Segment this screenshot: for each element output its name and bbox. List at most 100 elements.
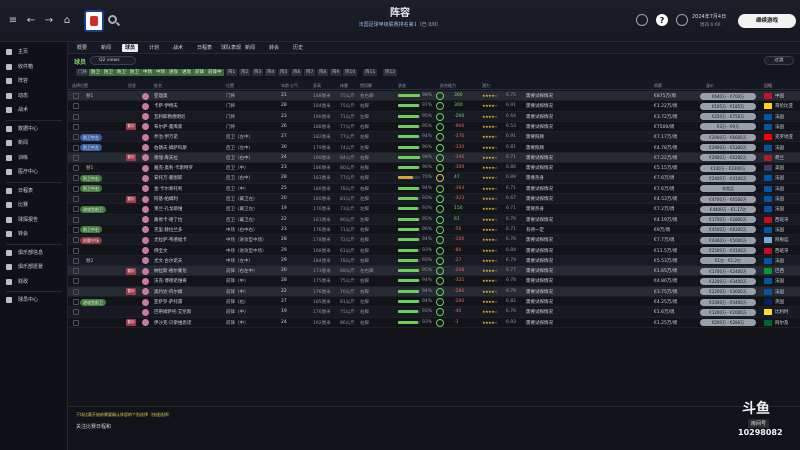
player-name[interactable]: 卡萨·伊特夫 — [154, 104, 178, 110]
club-icon[interactable] — [636, 14, 648, 26]
player-name[interactable]: 安托万·曼图耶 — [154, 176, 183, 182]
column-header[interactable]: 潜力 — [482, 83, 490, 88]
column-header[interactable]: 惯用脚 — [360, 83, 372, 88]
position-chip[interactable]: 防卫 — [102, 69, 115, 76]
row-checkbox[interactable] — [73, 278, 79, 285]
column-header[interactable]: 身高 — [313, 83, 321, 88]
table-row[interactable]: 替补 阿基·帕姆利 后卫（翼卫左） 20 180厘米 81公斤 左脚 93% -323 ★★★★☆… — [68, 194, 800, 205]
club-badge-icon[interactable] — [84, 10, 104, 32]
continue-button[interactable]: 继续游戏 — [738, 14, 796, 28]
position-pill[interactable]: 进攻型前卫 — [80, 298, 106, 306]
forward-icon[interactable]: → — [44, 15, 54, 26]
player-name[interactable]: 乔治·伊万诺 — [154, 135, 178, 141]
sidebar-item[interactable]: 数据中心 — [4, 123, 66, 135]
menu-item[interactable]: 球队表现 — [221, 45, 242, 51]
player-name[interactable]: 伊沙克·贝斯维思诺 — [154, 320, 192, 326]
home-nav-icon[interactable]: ⌂ — [63, 15, 71, 26]
transfer-value[interactable]: €200万 - €280万 — [700, 319, 756, 327]
sidebar-item[interactable]: 球员中心 — [4, 294, 66, 306]
sidebar-item[interactable]: 俱乐部愿景 — [4, 261, 66, 273]
row-checkbox[interactable] — [73, 196, 79, 202]
position-pill[interactable]: 前腰中场 — [80, 236, 102, 244]
row-checkbox[interactable] — [73, 268, 79, 275]
position-chip[interactable]: 中场 — [141, 69, 154, 76]
help-icon[interactable]: ? — [656, 14, 668, 26]
search-icon[interactable] — [108, 15, 117, 24]
player-name[interactable]: 奥约达·内尔姆 — [154, 289, 183, 295]
transfer-value[interactable]: €2200万 - €3600万 — [700, 288, 756, 296]
sidebar-item[interactable]: 阵容 — [4, 75, 66, 87]
column-header[interactable]: 国籍 — [764, 83, 772, 88]
menu-item[interactable]: 战术 — [173, 45, 184, 51]
transfer-value[interactable]: €2900万 - €6600万 — [700, 133, 756, 141]
transfer-value[interactable]: €2400万 - €4100万 — [700, 174, 756, 182]
settings-icon[interactable] — [676, 14, 688, 26]
sidebar-item[interactable]: 日程表 — [4, 185, 66, 197]
menu-item[interactable]: 日程表 — [197, 45, 213, 51]
selection-position[interactable]: 替1 — [86, 94, 94, 99]
position-pill[interactable]: 防卫中左 — [80, 133, 102, 141]
table-row[interactable]: 防卫中右 金·卡尔郑托利 后卫（中） 25 180厘米 78公斤 右脚 94% -364 ★★★★… — [68, 184, 800, 194]
table-row[interactable]: 进攻型前卫 莱兰·孔戈耶维 后卫（翼卫左） 19 176厘米 73公斤 左脚 93% 150 ★★… — [68, 204, 800, 215]
position-chip[interactable]: 阵3 — [252, 69, 264, 76]
transfer-value[interactable]: €140万 - €2300万 — [700, 164, 756, 172]
table-row[interactable]: 路易卡·德了拉 后卫（翼卫左） 22 181厘米 80公斤 左脚 95% 61 ★★★★☆ 6.7… — [68, 214, 800, 225]
transfer-value[interactable]: €3300万 - €4400万 — [700, 298, 756, 306]
table-row[interactable]: 替1 雅克·奥利·卡斯特罗 后卫（中） 23 186厘米 80公斤 右脚 96% -300 ★★★… — [68, 163, 800, 174]
row-checkbox[interactable] — [73, 247, 79, 254]
row-checkbox[interactable] — [73, 134, 79, 141]
player-name[interactable]: 沃克·博德诺维奇 — [154, 279, 187, 285]
player-name[interactable]: 尤文·古尔诺夫 — [154, 258, 183, 264]
row-checkbox[interactable] — [73, 309, 79, 316]
transfer-value[interactable]: €2900万 - €6200万 — [700, 154, 756, 162]
transfer-value[interactable]: €4300万 - €5000万 — [700, 236, 756, 244]
menu-item[interactable]: 概要 — [77, 45, 88, 51]
sidebar-item[interactable]: 训练 — [4, 152, 66, 164]
table-row[interactable]: 替补 奥约达·内尔姆 前锋（中） 22 176厘米 70公斤 右脚 94% -280 ★★★★☆ 6… — [68, 286, 800, 297]
position-pill[interactable]: 防卫中右 — [80, 174, 102, 182]
row-checkbox[interactable] — [73, 123, 79, 130]
back-icon[interactable]: ← — [26, 15, 36, 26]
table-row[interactable]: 替补 布尔萨·曼库索 门将 26 188厘米 77公斤 右脚 95% -900 ★★★★☆ 6.53… — [68, 122, 800, 133]
column-header[interactable]: 士气 — [290, 83, 298, 88]
position-chip[interactable]: 阵2 — [239, 69, 251, 76]
row-checkbox[interactable] — [73, 154, 79, 161]
row-checkbox[interactable] — [73, 319, 79, 326]
sidebar-item[interactable]: 球探报告 — [4, 214, 66, 226]
sidebar-item[interactable]: 俱乐部信息 — [4, 247, 66, 259]
transfer-value[interactable]: €3万 - €9万 — [700, 123, 756, 131]
row-checkbox[interactable] — [73, 113, 79, 120]
table-row[interactable]: 防卫中左 乔治·伊万诺 后卫（左中） 27 182厘米 77公斤 左脚 94% -376 ★★★★… — [68, 132, 800, 143]
sidebar-item[interactable]: 财政 — [4, 276, 66, 288]
position-chip[interactable]: 阵9 — [330, 69, 342, 76]
selection-position[interactable]: 替2 — [86, 258, 94, 264]
sidebar-item[interactable]: 主页 — [4, 46, 66, 58]
row-checkbox[interactable] — [73, 93, 79, 99]
row-checkbox[interactable] — [73, 165, 79, 172]
table-row[interactable]: 进攻型前卫 亚萨罗·萨托雷 前锋（右） 27 185厘米 81公斤 左脚 94% -200 ★★★… — [68, 297, 800, 308]
position-chip[interactable]: 防卫 — [89, 69, 102, 76]
transfer-value[interactable]: €2900万 - €5300万 — [700, 144, 756, 151]
transfer-value[interactable]: €2200万 - €3400万 — [700, 277, 756, 285]
position-pill[interactable]: 防卫中右 — [80, 185, 102, 193]
position-chip[interactable]: 前锋 — [193, 69, 206, 76]
transfer-value[interactable]: 非卖品 — [700, 185, 756, 193]
selection-position[interactable]: 替1 — [86, 166, 94, 172]
column-header[interactable]: 位置 — [226, 83, 234, 88]
column-header[interactable]: 状态 — [398, 83, 406, 88]
column-header[interactable]: 信息 — [128, 83, 136, 88]
position-chip[interactable]: 阵6 — [291, 69, 303, 76]
transfer-value[interactable]: €4500万 - €8300万 — [700, 226, 756, 234]
player-name[interactable]: 亚萨罗·萨托雷 — [154, 300, 183, 305]
table-row[interactable]: 瓦利耶勒德明尼 门将 23 190厘米 71公斤 左脚 95% -200 ★★★★☆ 6.64 需要… — [68, 111, 800, 122]
transfer-value[interactable]: €250万 - €750万 — [700, 113, 756, 121]
position-chip[interactable]: 阵10 — [343, 69, 358, 76]
position-chip[interactable]: 阵1 — [226, 69, 238, 76]
transfer-value[interactable]: €1200万 - €2000万 — [700, 308, 756, 316]
row-checkbox[interactable] — [73, 299, 79, 305]
position-chip[interactable]: 防卫 — [115, 69, 128, 76]
row-checkbox[interactable] — [73, 185, 79, 192]
row-checkbox[interactable] — [73, 216, 79, 223]
player-name[interactable]: 莱兰·孔戈耶维 — [154, 207, 183, 213]
transfer-value[interactable]: €1700万 - €2800万 — [700, 216, 756, 224]
